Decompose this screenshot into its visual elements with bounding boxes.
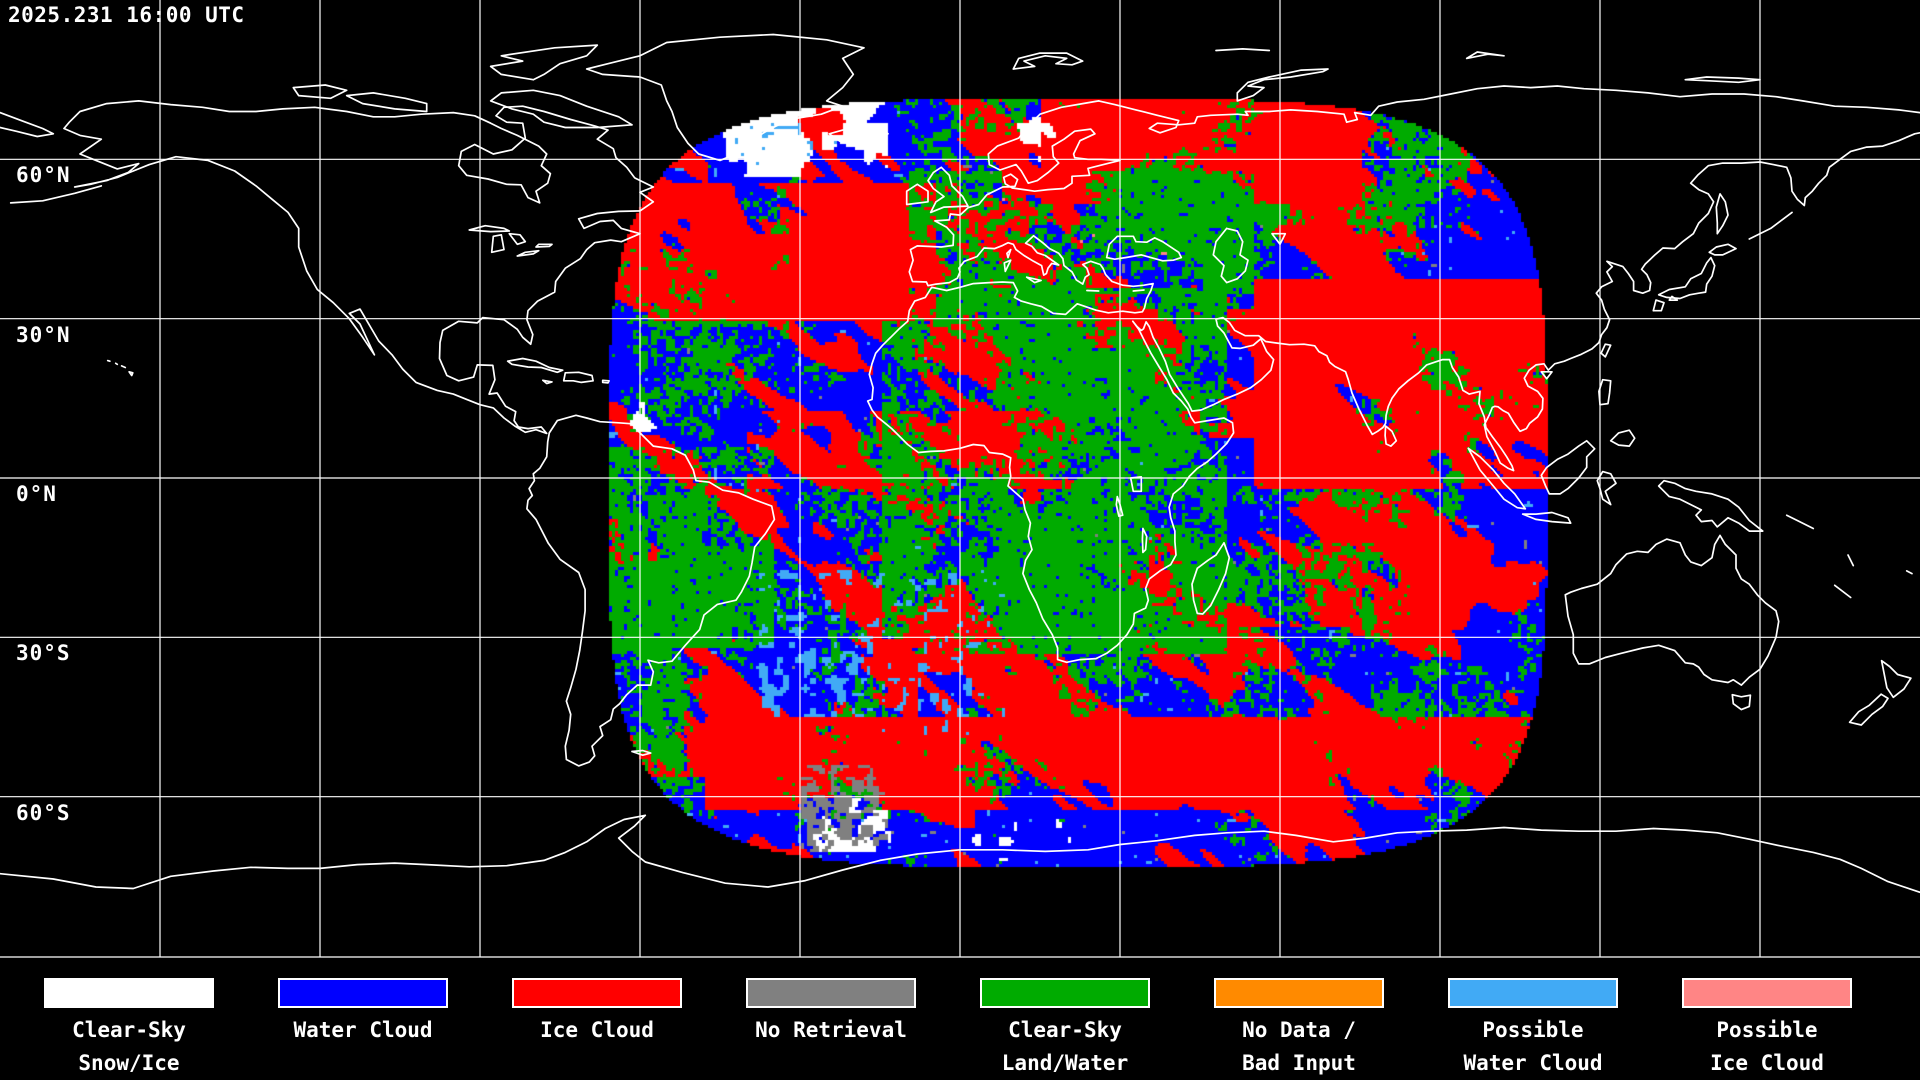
coastline	[1540, 439, 1596, 495]
coastline	[1748, 211, 1793, 240]
coastline	[905, 183, 929, 206]
coastlines	[0, 33, 1920, 894]
coastline	[1785, 514, 1815, 530]
coastline	[1540, 370, 1553, 380]
coastline	[535, 243, 553, 248]
coastline	[292, 84, 348, 100]
latitude-label: 60°N	[16, 163, 71, 188]
coastline	[1905, 570, 1913, 575]
coastline	[63, 100, 655, 435]
coastline	[128, 370, 134, 377]
coastline	[1564, 534, 1780, 686]
coastline	[1715, 193, 1729, 235]
coastline	[1132, 289, 1145, 292]
coastline	[1848, 693, 1889, 726]
coastline	[1652, 299, 1665, 312]
coastline	[562, 371, 594, 384]
coastline	[866, 100, 1920, 664]
latitude-label: 30°N	[16, 322, 71, 347]
coastline	[1609, 429, 1636, 447]
coastline	[1657, 479, 1764, 532]
coastline	[114, 362, 119, 366]
coastline	[526, 414, 776, 767]
coastline	[542, 379, 553, 385]
coastline	[1003, 259, 1012, 273]
coastline	[0, 814, 1920, 894]
coastline	[506, 357, 564, 374]
coastline	[1467, 447, 1527, 510]
coastline	[1465, 51, 1505, 60]
coastline	[1129, 476, 1143, 493]
coastline	[828, 125, 889, 143]
coastline	[1215, 48, 1271, 52]
coastline	[601, 379, 610, 384]
coastline	[1880, 659, 1912, 699]
latitude-label: 30°S	[16, 641, 71, 666]
coastline	[1596, 470, 1617, 506]
coastline	[468, 224, 511, 233]
coastline	[9, 185, 103, 204]
latitude-label: 60°S	[16, 800, 71, 825]
coastline	[1191, 541, 1231, 615]
coastline	[1521, 511, 1572, 524]
coastline	[1600, 343, 1612, 358]
coastline	[490, 233, 505, 254]
coastline	[1115, 495, 1124, 518]
coastline	[1236, 68, 1329, 102]
coastline	[120, 365, 127, 369]
coastline	[516, 249, 540, 257]
coastline	[1731, 693, 1752, 711]
coastline	[1847, 554, 1855, 567]
coastline	[1212, 227, 1249, 284]
coastline	[1012, 52, 1084, 70]
coastline	[1598, 378, 1612, 406]
coastline	[106, 359, 111, 363]
coastline	[1105, 235, 1183, 262]
grid-lines	[0, 0, 1920, 958]
coastline	[489, 89, 633, 129]
coastline	[631, 749, 652, 757]
coastline	[1141, 527, 1148, 554]
coastline	[1384, 425, 1398, 447]
coastline	[345, 92, 428, 113]
coastline	[1006, 248, 1012, 259]
coastline	[508, 232, 527, 246]
coastline	[1668, 295, 1679, 301]
coastline	[0, 111, 55, 138]
coastline	[585, 33, 865, 162]
latitude-label: 0°N	[16, 482, 57, 506]
coastline	[1097, 85, 1920, 134]
coastline	[489, 44, 599, 81]
coastline	[1708, 243, 1737, 256]
coastline	[1684, 76, 1761, 84]
coastline	[927, 166, 969, 214]
coastline	[1271, 232, 1287, 246]
coastline	[1086, 289, 1100, 292]
timestamp: 2025.231 16:00 UTC	[8, 3, 245, 27]
coastline	[1657, 256, 1716, 300]
coastline	[1833, 584, 1852, 599]
coastline	[1025, 276, 1042, 284]
